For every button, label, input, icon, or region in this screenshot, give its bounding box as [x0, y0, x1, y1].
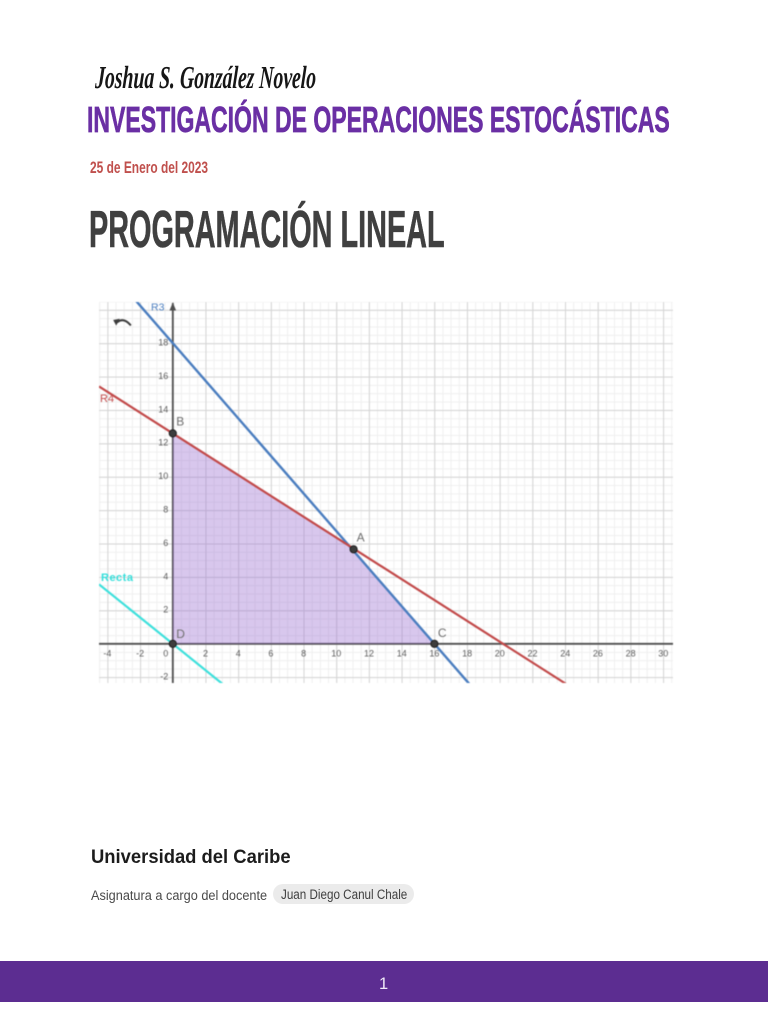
svg-text:2: 2	[203, 648, 208, 658]
svg-text:28: 28	[626, 648, 636, 658]
svg-text:-2: -2	[160, 672, 168, 682]
svg-text:B: B	[176, 414, 184, 428]
svg-text:6: 6	[268, 648, 273, 658]
svg-text:C: C	[438, 626, 447, 640]
svg-text:D: D	[176, 627, 185, 641]
svg-text:0: 0	[163, 648, 168, 658]
svg-text:-2: -2	[136, 648, 144, 658]
svg-text:16: 16	[158, 371, 168, 381]
svg-text:18: 18	[158, 338, 168, 348]
svg-text:A: A	[357, 530, 365, 544]
svg-text:14: 14	[158, 404, 168, 414]
svg-text:2: 2	[163, 605, 168, 615]
svg-text:8: 8	[163, 505, 168, 515]
svg-text:20: 20	[495, 648, 505, 658]
svg-text:26: 26	[593, 648, 603, 658]
svg-text:4: 4	[236, 648, 241, 658]
svg-text:16: 16	[429, 648, 439, 658]
svg-text:8: 8	[301, 648, 306, 658]
svg-text:18: 18	[462, 648, 472, 658]
svg-text:6: 6	[163, 538, 168, 548]
svg-text:R3: R3	[151, 302, 165, 314]
svg-text:12: 12	[158, 438, 168, 448]
svg-text:4: 4	[163, 571, 168, 581]
svg-text:22: 22	[527, 648, 537, 658]
svg-text:Recta: Recta	[101, 572, 134, 584]
svg-text:-4: -4	[103, 648, 111, 658]
svg-text:R4: R4	[100, 393, 114, 405]
svg-text:10: 10	[158, 471, 168, 481]
svg-text:10: 10	[331, 648, 341, 658]
svg-text:24: 24	[560, 648, 570, 658]
svg-text:14: 14	[397, 648, 407, 658]
svg-text:30: 30	[658, 648, 668, 658]
svg-text:12: 12	[364, 648, 374, 658]
